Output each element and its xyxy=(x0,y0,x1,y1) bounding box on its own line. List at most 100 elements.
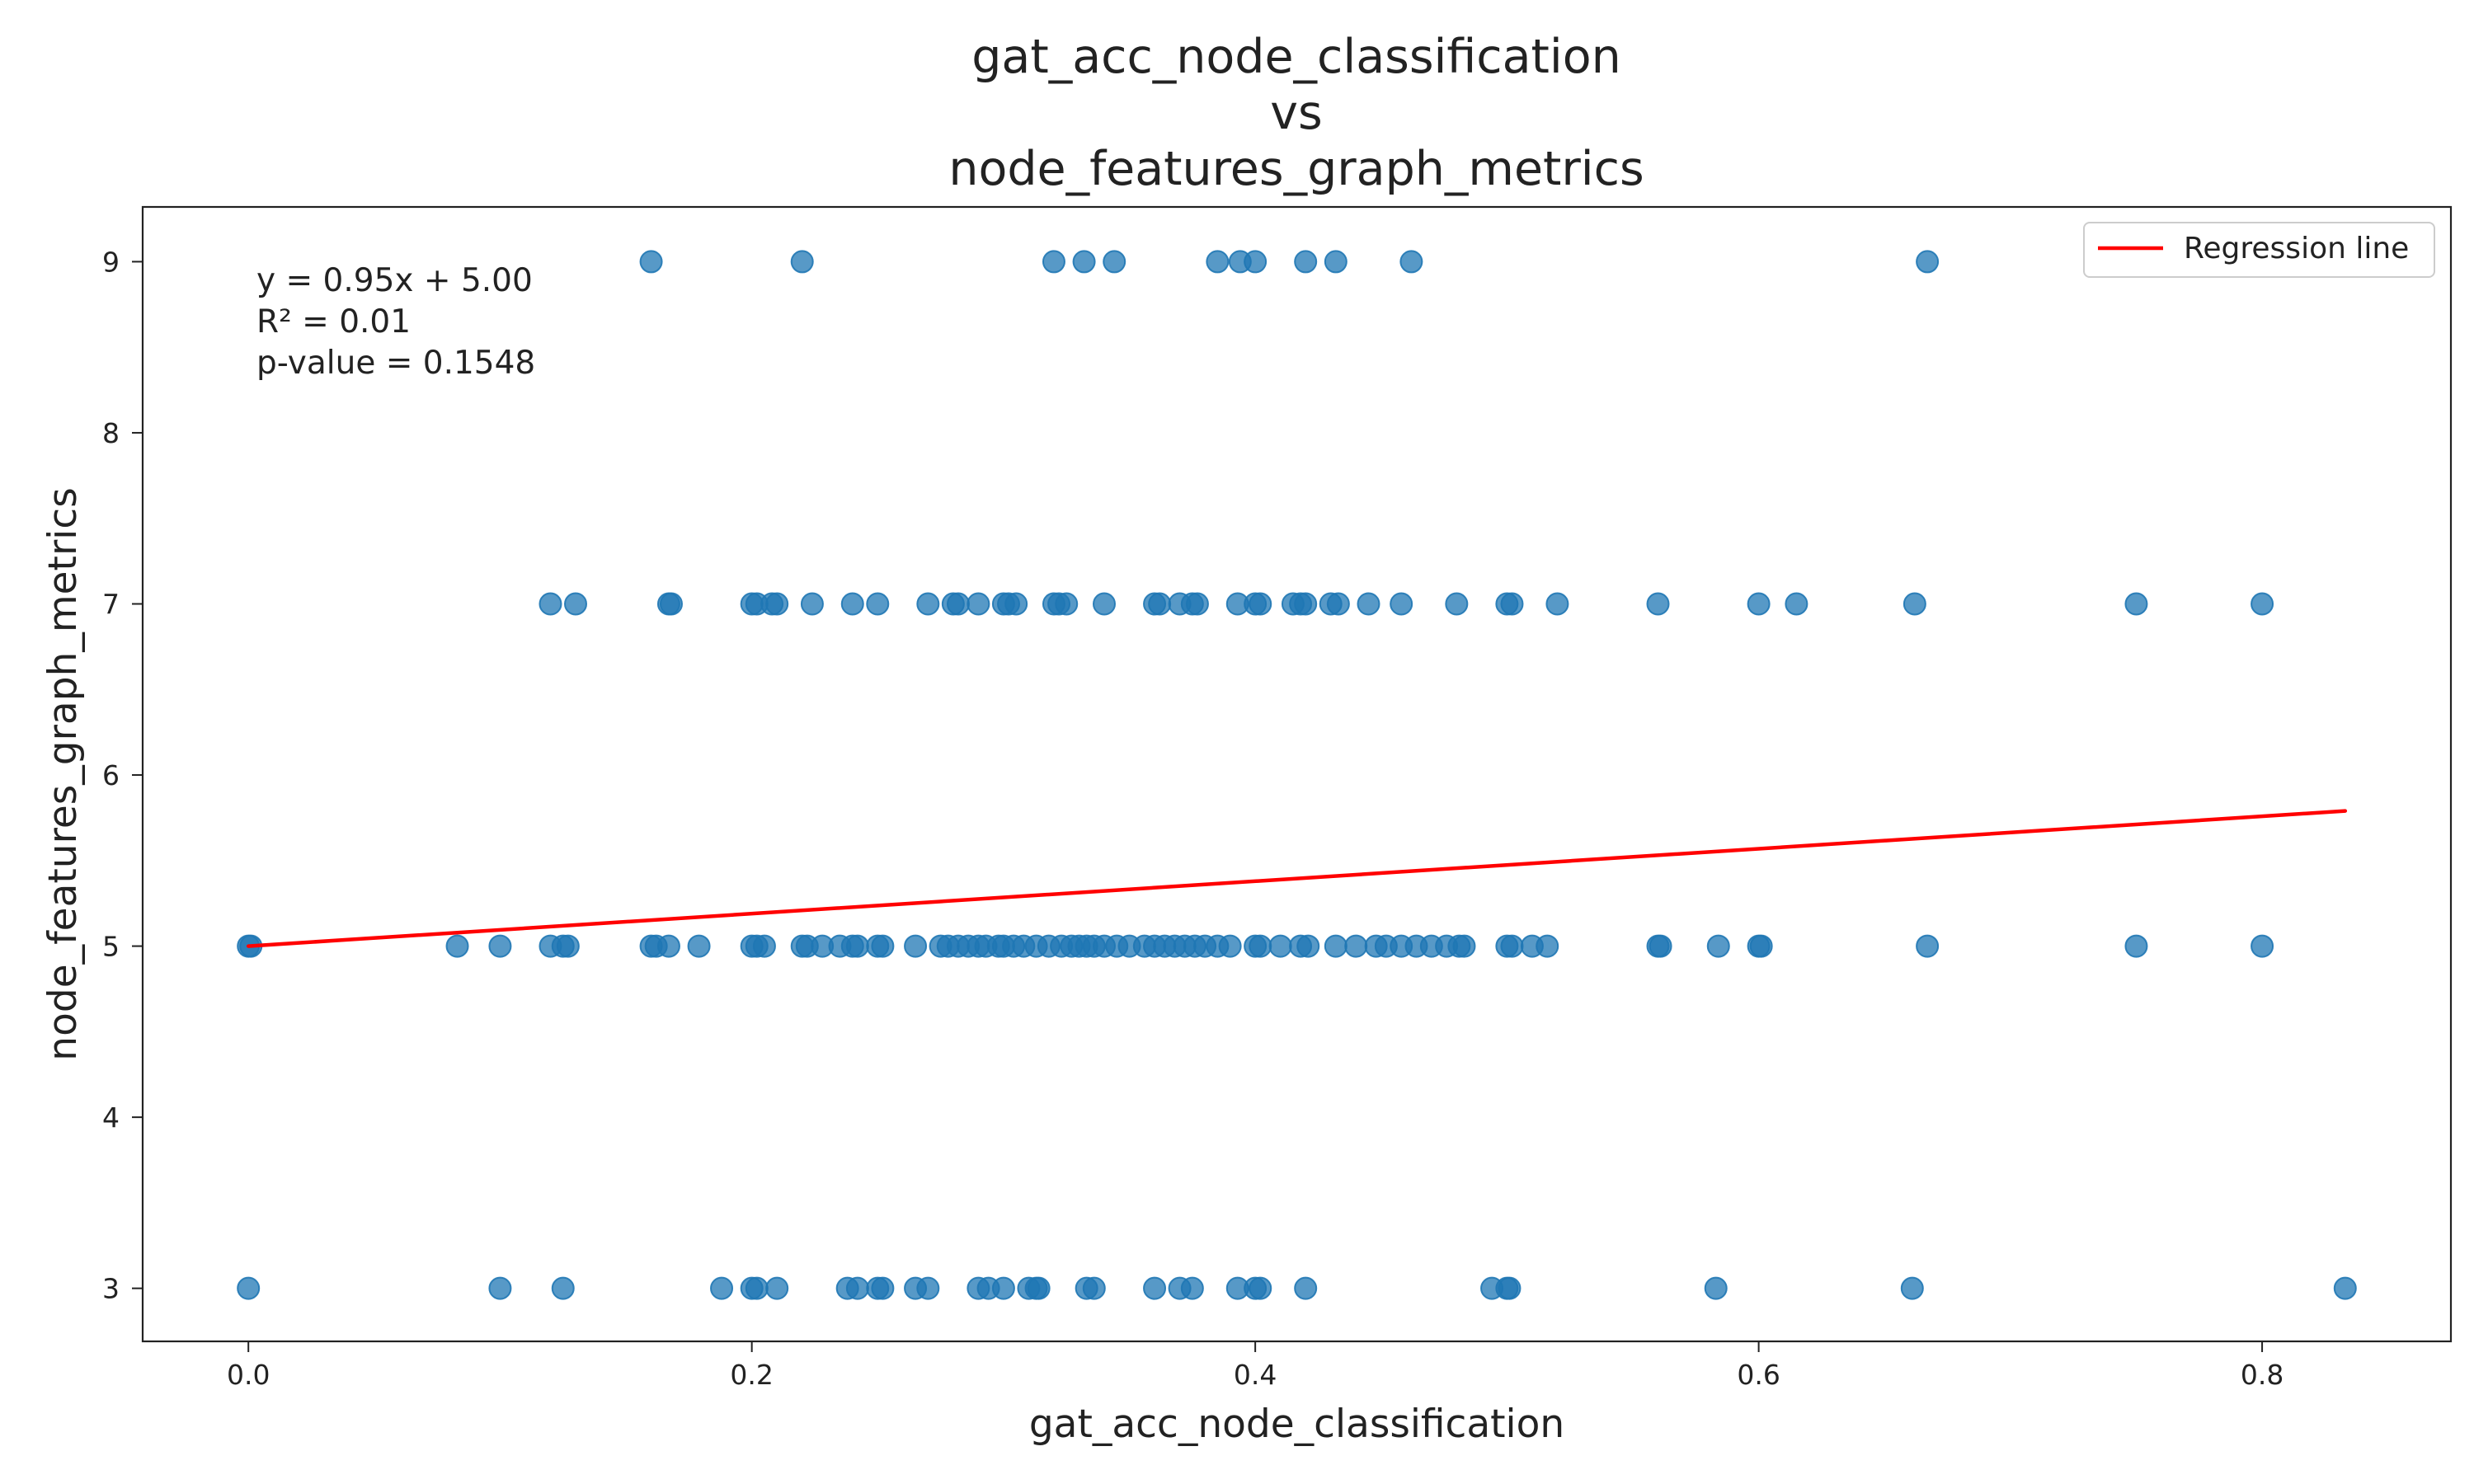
scatter-point xyxy=(659,592,683,616)
scatter-point xyxy=(745,1276,769,1300)
scatter-point xyxy=(1072,250,1096,274)
scatter-point xyxy=(946,592,970,616)
scatter-point xyxy=(687,934,711,958)
y-tick-label: 6 xyxy=(102,759,120,791)
scatter-point xyxy=(1294,250,1318,274)
scatter-point xyxy=(1545,592,1569,616)
scatter-point xyxy=(1244,250,1268,274)
scatter-point xyxy=(1324,250,1348,274)
y-tick-label: 4 xyxy=(102,1101,120,1134)
y-axis-label: node_features_graph_metrics xyxy=(40,487,86,1060)
scatter-point xyxy=(1916,934,1940,958)
scatter-point xyxy=(1646,592,1670,616)
annotation-line: p-value = 0.1548 xyxy=(256,345,535,382)
scatter-point xyxy=(800,592,824,616)
scatter-point xyxy=(765,592,789,616)
scatter-point xyxy=(765,1276,789,1300)
legend-box xyxy=(2083,222,2435,278)
scatter-point xyxy=(1445,592,1469,616)
scatter-point xyxy=(1357,592,1380,616)
scatter-point xyxy=(2251,934,2274,958)
y-axis-ticks: 3 4 5 6 7 8 9 xyxy=(102,246,143,1305)
scatter-point xyxy=(2124,934,2148,958)
scatter-point xyxy=(488,1276,512,1300)
x-axis-label: gat_acc_node_classification xyxy=(1029,1402,1564,1447)
scatter-point xyxy=(991,1276,1015,1300)
scatter-point xyxy=(710,1276,734,1300)
scatter-point xyxy=(1452,934,1476,958)
scatter-point xyxy=(1143,1276,1167,1300)
scatter-point xyxy=(1180,1276,1204,1300)
plot-frame xyxy=(141,205,2453,1343)
annotation-line: y = 0.95x + 5.00 xyxy=(256,262,533,299)
scatter-point xyxy=(840,592,864,616)
x-tick-label: 0.6 xyxy=(1737,1359,1780,1391)
scatter-point xyxy=(1294,1276,1318,1300)
x-tick-label: 0.8 xyxy=(2241,1359,2284,1391)
scatter-point xyxy=(1092,592,1116,616)
scatter-point xyxy=(904,934,928,958)
scatter-point xyxy=(1399,250,1423,274)
scatter-point xyxy=(1218,934,1242,958)
scatter-point xyxy=(237,1276,261,1300)
regression-line xyxy=(246,809,2348,948)
scatter-point xyxy=(445,934,469,958)
scatter-point xyxy=(656,934,680,958)
scatter-points xyxy=(237,250,2357,1300)
scatter-point xyxy=(1324,934,1348,958)
y-tick-label: 7 xyxy=(102,588,120,620)
scatter-point xyxy=(556,934,580,958)
chart-title: gat_acc_node_classificationvsnode_featur… xyxy=(948,30,1644,196)
scatter-point xyxy=(1249,1276,1272,1300)
scatter-point xyxy=(564,592,588,616)
x-tick-label: 0.0 xyxy=(227,1359,270,1391)
y-tick-label: 9 xyxy=(102,246,120,278)
scatter-point xyxy=(871,934,895,958)
scatter-point xyxy=(1326,592,1350,616)
scatter-point xyxy=(1294,592,1318,616)
scatter-point xyxy=(1004,592,1028,616)
scatter-point xyxy=(1027,1276,1051,1300)
scatter-point xyxy=(1704,1276,1728,1300)
scatter-point xyxy=(1249,934,1272,958)
scatter-point xyxy=(1900,1276,1924,1300)
scatter-point xyxy=(2251,592,2274,616)
scatter-point xyxy=(871,1276,895,1300)
scatter-point xyxy=(967,592,990,616)
scatter-point xyxy=(916,1276,940,1300)
scatter-point xyxy=(1042,250,1065,274)
chart-title-line: vs xyxy=(1270,86,1322,140)
legend: Regression line xyxy=(2083,222,2435,278)
scatter-point xyxy=(1498,1276,1522,1300)
scatter-point xyxy=(1296,934,1320,958)
scatter-point xyxy=(790,250,814,274)
scatter-point xyxy=(1747,592,1771,616)
legend-entry-label: Regression line xyxy=(2184,232,2409,265)
scatter-point xyxy=(866,592,890,616)
x-tick-label: 0.4 xyxy=(1234,1359,1277,1391)
scatter-point xyxy=(539,592,562,616)
scatter-point xyxy=(1536,934,1559,958)
scatter-point xyxy=(1268,934,1292,958)
chart-title-line: gat_acc_node_classification xyxy=(971,30,1621,84)
y-tick-label: 3 xyxy=(102,1273,120,1305)
scatter-point xyxy=(1082,1276,1106,1300)
scatter-point xyxy=(1903,592,1926,616)
scatter-point xyxy=(1390,592,1413,616)
y-tick-label: 5 xyxy=(102,931,120,963)
scatter-point xyxy=(1206,250,1230,274)
scatter-point xyxy=(916,592,940,616)
scatter-point xyxy=(845,1276,869,1300)
scatter-point xyxy=(1055,592,1079,616)
x-tick-label: 0.2 xyxy=(730,1359,773,1391)
scatter-point xyxy=(488,934,512,958)
scatter-point xyxy=(1500,592,1524,616)
scatter-point xyxy=(1344,934,1368,958)
scatter-point xyxy=(551,1276,575,1300)
scatter-point xyxy=(1749,934,1773,958)
chart-title-line: node_features_graph_metrics xyxy=(948,142,1644,196)
scatter-point xyxy=(1649,934,1672,958)
scatter-point xyxy=(1249,592,1272,616)
scatter-point xyxy=(845,934,869,958)
regression-line-group xyxy=(246,809,2348,948)
